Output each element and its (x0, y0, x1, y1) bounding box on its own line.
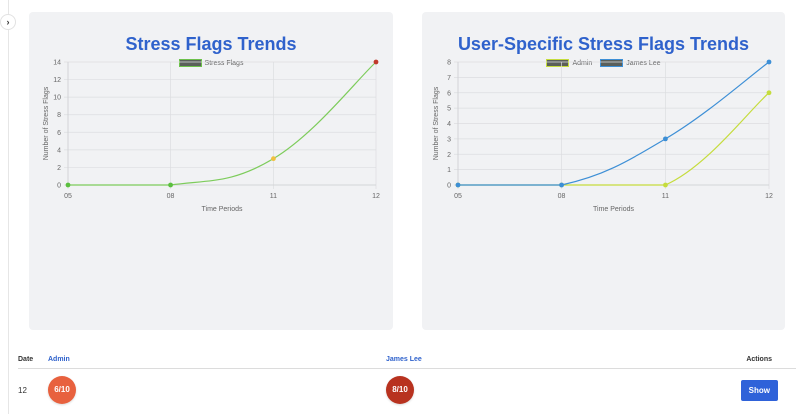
svg-text:Time Periods: Time Periods (593, 206, 634, 213)
svg-text:12: 12 (372, 193, 380, 200)
actions-cell: Show (547, 368, 796, 412)
chart-legend: Stress Flags (29, 59, 393, 67)
svg-text:2: 2 (57, 165, 61, 172)
svg-text:Time Periods: Time Periods (202, 206, 243, 213)
admin-score-badge: 6/10 (48, 376, 76, 405)
svg-text:0: 0 (447, 183, 451, 190)
chart-title: User-Specific Stress Flags Trends (457, 34, 750, 54)
svg-text:2: 2 (447, 152, 451, 159)
svg-text:5: 5 (447, 106, 451, 113)
legend-label: Admin (572, 59, 593, 67)
legend-item-stress-flags[interactable]: Stress Flags (178, 59, 244, 67)
stress-scores-table: Date Admin James Lee Actions 12 6/10 8/1… (18, 352, 796, 412)
svg-text:11: 11 (662, 193, 669, 200)
admin-score-cell: 6/10 (48, 368, 386, 412)
svg-text:0: 0 (57, 183, 61, 190)
legend-item-james-lee[interactable]: James Lee (600, 59, 661, 67)
svg-text:08: 08 (558, 193, 566, 200)
svg-text:Number of Stress Flags: Number of Stress Flags (433, 86, 440, 160)
sidebar-divider (8, 0, 9, 414)
column-header-james-lee[interactable]: James Lee (386, 352, 548, 369)
date-cell: 12 (18, 385, 27, 395)
james-lee-score-badge: 8/10 (386, 376, 414, 405)
legend-swatch (546, 59, 570, 67)
svg-text:3: 3 (447, 136, 451, 143)
stress-flags-chart-card: Stress Flags Trends Stress Flags 0 2 4 6 8 10… (29, 12, 393, 330)
column-header-actions: Actions (547, 352, 796, 369)
column-header-date: Date (18, 352, 48, 369)
table-header-row: Date Admin James Lee Actions (18, 352, 796, 369)
legend-label: Stress Flags (204, 59, 244, 67)
svg-text:05: 05 (454, 193, 462, 200)
svg-text:1: 1 (447, 167, 451, 174)
svg-text:10: 10 (53, 95, 61, 102)
legend-label: James Lee (626, 59, 661, 67)
stress-flags-line-chart: 0 2 4 6 8 10 12 14 05 08 11 12 Time Periods Number of… (43, 60, 380, 214)
svg-text:Number of Stress Flags: Number of Stress Flags (43, 86, 50, 160)
svg-text:6: 6 (447, 90, 451, 97)
svg-text:05: 05 (64, 193, 72, 200)
user-stress-flags-chart-card: User-Specific Stress Flags Trends Admin … (422, 12, 785, 330)
legend-swatch (178, 59, 202, 67)
svg-text:11: 11 (270, 193, 277, 200)
svg-text:14: 14 (53, 60, 61, 67)
legend-swatch (600, 59, 624, 67)
show-button[interactable]: Show (740, 379, 778, 401)
svg-text:08: 08 (167, 193, 175, 200)
svg-text:12: 12 (765, 193, 773, 200)
svg-text:8: 8 (57, 112, 61, 119)
svg-text:8: 8 (447, 60, 451, 67)
legend-item-admin[interactable]: Admin (546, 59, 592, 67)
sidebar-toggle-button[interactable]: › (0, 14, 16, 30)
chevron-right-icon: › (6, 17, 10, 27)
svg-text:6: 6 (57, 130, 61, 137)
chart-title: Stress Flags Trends (125, 34, 297, 54)
svg-text:7: 7 (447, 75, 451, 82)
svg-text:12: 12 (53, 77, 61, 84)
chart-legend: Admin James Lee (422, 59, 785, 67)
svg-text:4: 4 (447, 121, 451, 128)
svg-text:4: 4 (57, 147, 61, 154)
james-score-cell: 8/10 (386, 368, 547, 412)
table-row: 12 6/10 8/10 Show (18, 368, 796, 412)
column-header-admin[interactable]: Admin (48, 352, 386, 369)
